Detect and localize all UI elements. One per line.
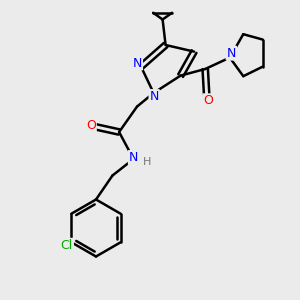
Text: H: H — [143, 157, 151, 167]
Text: N: N — [226, 46, 236, 60]
Text: N: N — [149, 90, 159, 103]
Text: Cl: Cl — [61, 239, 73, 252]
Text: O: O — [86, 118, 96, 132]
Text: N: N — [133, 56, 142, 70]
Text: N: N — [129, 151, 138, 164]
Text: O: O — [203, 94, 213, 107]
